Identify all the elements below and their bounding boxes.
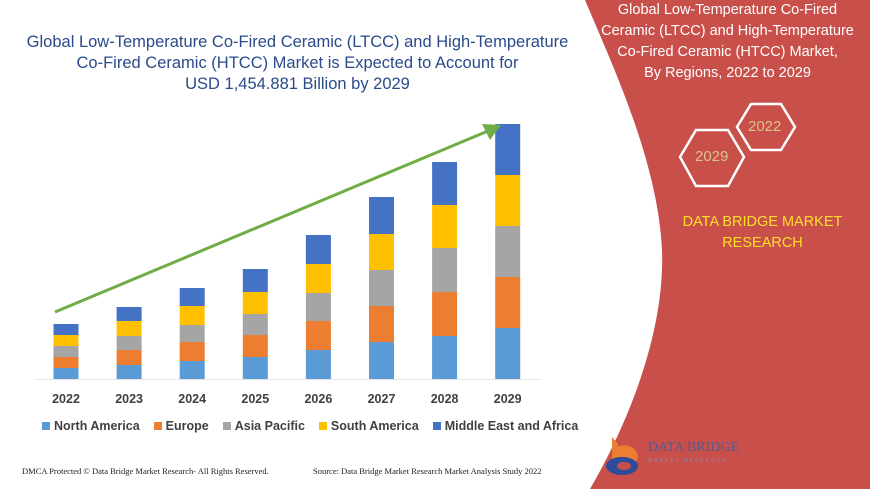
legend-label: South America (330, 419, 419, 433)
bar-segment-2028-europe (432, 292, 458, 336)
x-tick-label: 2023 (115, 392, 143, 406)
bar-segment-2029-europe (495, 277, 521, 328)
bar-segment-2026-asia-pacific (305, 293, 331, 321)
bar-segment-2028-middle-east-and-africa (432, 162, 458, 205)
panel-title-line-1: Global Low-Temperature Co-Fired (617, 2, 838, 18)
legend-swatch (222, 422, 231, 430)
bar-segment-2025-south-america (242, 292, 268, 314)
x-tick-label: 2025 (241, 392, 269, 406)
bar-segment-2029-middle-east-and-africa (495, 124, 521, 175)
legend-swatch (153, 422, 162, 430)
title-line-2: Co-Fired Ceramic (HTCC) Market is Expect… (76, 54, 519, 72)
panel-title-line-3: Co-Fired Ceramic (HTCC) Market, (617, 44, 838, 60)
x-tick-label: 2024 (178, 392, 206, 406)
bar-segment-2024-europe (179, 342, 205, 361)
hexagon-2022-shape (735, 102, 797, 152)
brand-text: DATA BRIDGE MARKET RESEARCH (660, 212, 865, 254)
bar-segment-2024-asia-pacific (179, 325, 205, 342)
bar-segment-2026-south-america (305, 264, 331, 293)
trend-arrow-line (54, 129, 489, 314)
legend-item: Middle East and Africa (432, 419, 579, 433)
bar-segment-2024-north-america (179, 361, 205, 379)
x-tick-label: 2022 (52, 392, 80, 406)
hexagon-2022-label: 2022 (748, 118, 782, 135)
footer-source: Source: Data Bridge Market Research Mark… (313, 466, 542, 476)
bar-segment-2025-middle-east-and-africa (242, 269, 268, 292)
bar-segment-2028-north-america (432, 336, 458, 379)
bar-segment-2022-middle-east-and-africa (53, 324, 79, 335)
x-tick-label: 2028 (431, 392, 459, 406)
legend-label: Asia Pacific (234, 419, 305, 433)
bar-segment-2025-north-america (242, 357, 268, 379)
title-line-1: Global Low-Temperature Co-Fired Ceramic … (26, 33, 569, 51)
bar-segment-2029-north-america (495, 328, 521, 379)
bar-segment-2022-asia-pacific (53, 346, 79, 357)
legend-swatch (318, 422, 327, 430)
bar-segment-2023-europe (116, 350, 142, 365)
bar-segment-2026-middle-east-and-africa (305, 235, 331, 264)
red-side-panel (585, 0, 870, 489)
bar-segment-2028-south-america (432, 205, 458, 248)
stacked-bar-chart: 2022 2023 2024 2025 2026 2027 2028 2029 (35, 124, 540, 406)
bar-segment-2022-north-america (53, 368, 79, 379)
logo-subtext: MARKET RESEARCH (648, 458, 728, 464)
x-tick-label: 2029 (494, 392, 522, 406)
bar-segment-2024-south-america (179, 306, 205, 325)
title-line-3: USD 1,454.881 Billion by 2029 (185, 75, 410, 93)
brand-line-1: DATA BRIDGE MARKET (682, 214, 843, 230)
panel-title-line-4: By Regions, 2022 to 2029 (644, 65, 811, 81)
bar-segment-2025-europe (242, 335, 268, 357)
bar-segment-2023-asia-pacific (116, 336, 142, 350)
footer-copyright: DMCA Protected © Data Bridge Market Rese… (22, 466, 269, 476)
bar-segment-2027-asia-pacific (369, 270, 394, 306)
legend-item: Asia Pacific (222, 419, 305, 433)
logo-text: DATA BRIDGE (648, 440, 740, 455)
bar-segment-2027-middle-east-and-africa (369, 197, 394, 234)
hexagon-2029-shape (678, 128, 746, 188)
bar-segment-2022-europe (53, 357, 79, 368)
legend-item: South America (318, 419, 419, 433)
legend-label: Europe (165, 419, 209, 433)
bar-segment-2029-asia-pacific (495, 226, 521, 277)
x-tick-label: 2027 (368, 392, 396, 406)
bar-segment-2023-south-america (116, 321, 142, 336)
chart-title: Global Low-Temperature Co-Fired Ceramic … (20, 32, 575, 95)
trend-arrow-head-icon (482, 124, 501, 140)
bar-segment-2028-asia-pacific (432, 248, 458, 292)
bar-segment-2027-south-america (369, 234, 394, 270)
panel-title-line-2: Ceramic (LTCC) and High-Temperature (601, 23, 854, 39)
bar-segment-2023-north-america (116, 365, 142, 379)
x-tick-label: 2026 (304, 392, 332, 406)
bar-segment-2023-middle-east-and-africa (116, 307, 142, 321)
data-bridge-logo-icon (606, 437, 638, 475)
bar-segment-2027-north-america (369, 342, 394, 379)
chart-legend: North America Europe Asia Pacific South Ame… (42, 419, 578, 433)
brand-line-2: RESEARCH (722, 235, 803, 251)
bar-segment-2025-asia-pacific (242, 314, 268, 335)
legend-swatch (42, 422, 50, 430)
legend-label: North America (54, 419, 140, 433)
legend-swatch (432, 422, 441, 430)
bar-segment-2027-europe (369, 306, 394, 342)
bar-segment-2026-europe (305, 321, 331, 350)
bar-segment-2029-south-america (495, 175, 521, 226)
hexagon-2029-label: 2029 (695, 148, 729, 165)
panel-title: Global Low-Temperature Co-Fired Ceramic … (585, 0, 870, 84)
bar-segment-2022-south-america (53, 335, 79, 346)
bar-segment-2024-middle-east-and-africa (179, 288, 205, 306)
bar-segment-2026-north-america (305, 350, 331, 379)
legend-item: Europe (153, 419, 209, 433)
legend-label: Middle East and Africa (444, 419, 579, 433)
legend-item: North America (42, 419, 140, 433)
